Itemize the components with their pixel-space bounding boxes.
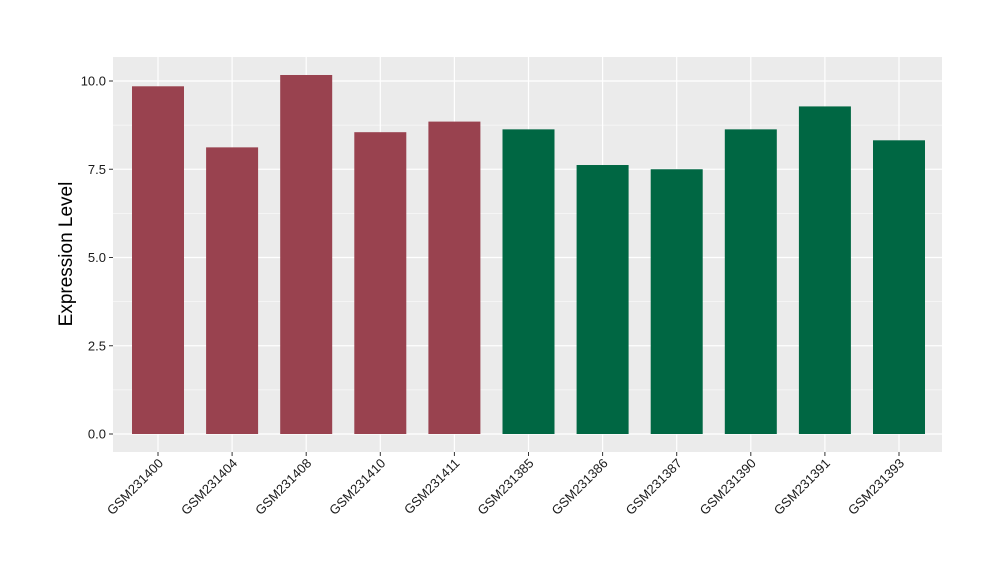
x-tick-label: GSM231404 — [178, 456, 240, 518]
bar-GSM231391 — [798, 106, 851, 434]
bar-GSM231393 — [873, 140, 925, 434]
x-tick-label: GSM231411 — [401, 456, 463, 518]
bars — [132, 74, 925, 435]
y-axis-title: Expression Level — [56, 182, 77, 327]
bar-GSM231385 — [502, 129, 555, 434]
y-tick-label: 7.5 — [88, 162, 106, 177]
bar-GSM231387 — [650, 169, 703, 434]
y-tick-label: 5.0 — [88, 250, 106, 265]
bar-GSM231411 — [428, 121, 481, 434]
x-tick-label: GSM231393 — [845, 456, 907, 518]
x-tick-label: GSM231385 — [474, 456, 536, 518]
y-tick-label: 2.5 — [88, 338, 106, 353]
bar-GSM231386 — [576, 165, 629, 434]
y-axis: 0.0 2.5 5.0 7.5 10.0 — [81, 74, 113, 442]
bar-GSM231410 — [354, 132, 407, 434]
bar-GSM231400 — [132, 86, 184, 435]
bar-GSM231408 — [280, 74, 333, 435]
x-tick-label: GSM231391 — [771, 456, 833, 518]
x-tick-label: GSM231387 — [623, 456, 685, 518]
bar-GSM231404 — [206, 147, 259, 434]
x-tick-label: GSM231408 — [252, 456, 314, 518]
x-tick-label: GSM231386 — [548, 456, 610, 518]
x-tick-label: GSM231410 — [326, 456, 388, 518]
y-tick-label: 0.0 — [88, 427, 106, 442]
y-tick-label: 10.0 — [81, 74, 106, 89]
x-axis: GSM231400 GSM231404 GSM231408 GSM231410 GSM2… — [104, 452, 907, 518]
x-tick-label: GSM231400 — [104, 456, 166, 518]
x-tick-label: GSM231390 — [697, 456, 759, 518]
bar-GSM231390 — [724, 129, 777, 434]
